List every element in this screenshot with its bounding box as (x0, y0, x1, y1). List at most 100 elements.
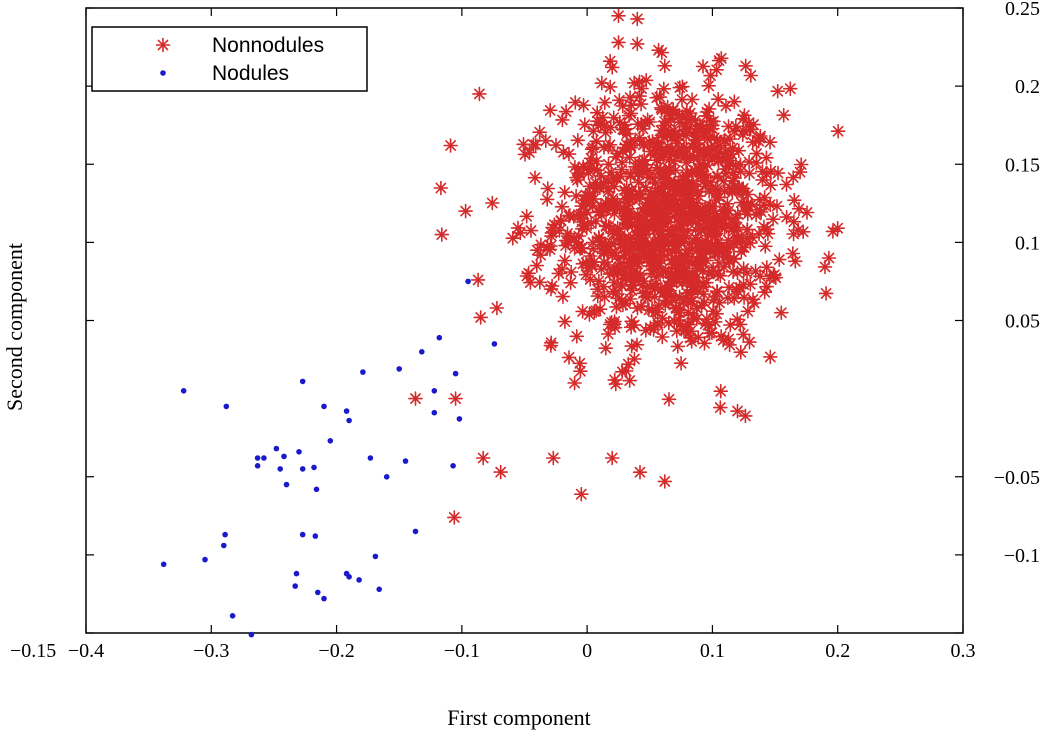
nonnodule-point (505, 230, 521, 246)
nonnodule-point (600, 257, 616, 273)
nonnodule-point (786, 192, 802, 208)
nonnodule-point (782, 81, 798, 96)
nodule-point (292, 583, 299, 589)
nonnodule-point (568, 188, 584, 204)
x-tick-label: 0 (582, 640, 592, 662)
nonnodule-point (722, 317, 738, 333)
nonnodule-point (637, 248, 652, 264)
nonnodule-point (642, 280, 658, 295)
nonnodule-point (533, 247, 548, 263)
nonnodule-point (632, 464, 648, 480)
nonnodule-point (634, 230, 650, 246)
x-tick-label: −0.3 (193, 640, 229, 662)
nodule-point (372, 553, 379, 560)
nonnodule-point (604, 450, 620, 466)
nonnodule-point (433, 180, 449, 196)
legend-label-nonnodules: Nonnodules (212, 34, 324, 57)
nonnodule-point (654, 127, 670, 143)
nonnodule-point (752, 268, 768, 284)
nonnodule-point (785, 170, 801, 185)
nonnodule-point (489, 300, 505, 316)
nodule-point (312, 533, 319, 539)
nonnodule-point (648, 275, 664, 291)
nonnodule-point (647, 304, 663, 320)
nonnodule-point (563, 275, 578, 291)
nonnodule-point (683, 330, 698, 346)
nonnodule-point (615, 98, 631, 114)
nonnodule-point (434, 227, 450, 242)
nonnodule-point (594, 75, 610, 91)
nonnodule-point (787, 254, 803, 269)
nonnodule-point (552, 223, 567, 238)
nonnodule-point (737, 108, 752, 123)
y-tick-label: 0.1 (1015, 232, 1040, 254)
nonnodule-point (650, 317, 666, 333)
nonnodule-point (569, 328, 585, 344)
nonnodule-point (742, 166, 757, 181)
nonnodule-point (771, 252, 787, 267)
nonnodule-point (655, 149, 671, 165)
nodule-point (281, 453, 287, 460)
nonnodule-point (713, 383, 729, 399)
nonnodule-point (646, 208, 661, 223)
nonnodule-point (707, 314, 723, 330)
nonnodule-point (717, 146, 733, 162)
nodule-point (315, 589, 321, 596)
nonnodule-point (654, 329, 670, 345)
nodule-point (261, 455, 267, 461)
nonnodule-point (726, 251, 742, 267)
nodule-point (343, 408, 350, 414)
nonnodule-point (529, 258, 545, 273)
nonnodule-point (443, 138, 458, 153)
nonnodule-point (705, 117, 720, 133)
x-tick-label: −0.4 (68, 640, 104, 662)
nodule-point (491, 341, 498, 347)
nodule-point (376, 586, 383, 593)
nonnodule-point (680, 316, 695, 332)
legend: Nonnodules Nodules (91, 26, 368, 92)
nodule-point (277, 466, 284, 472)
nonnodule-point (562, 208, 578, 223)
nodule-point (419, 349, 425, 355)
nonnodule-point (580, 188, 595, 204)
nonnodule-point (634, 116, 649, 132)
nonnodule-point (675, 203, 691, 219)
nonnodule-point (702, 198, 718, 214)
nodule-point (254, 455, 261, 461)
nonnodule-point (554, 199, 570, 215)
nonnodule-point (738, 408, 753, 424)
nonnodule-point (569, 234, 584, 250)
nonnodule-point (686, 310, 701, 326)
nonnodule-point (548, 137, 564, 153)
nonnodule-point (543, 338, 559, 353)
nodule-point (273, 445, 280, 452)
nonnodule-point (685, 269, 701, 284)
nonnodule-point (701, 101, 717, 117)
nonnodule-point (749, 155, 764, 171)
nonnodule-point (573, 206, 589, 222)
nodule-point (327, 438, 334, 444)
nonnodule-point (597, 95, 613, 110)
nonnodule-point (736, 327, 751, 342)
nonnodule-point (532, 124, 548, 140)
nonnodule-point (691, 188, 706, 204)
nonnodule-point (538, 133, 554, 149)
nodule-point (248, 631, 255, 638)
nonnodule-point (668, 300, 684, 315)
nonnodule-point (619, 180, 635, 196)
nodule-point (223, 403, 230, 410)
nonnodule-point (613, 169, 628, 184)
nonnodule-point (710, 91, 726, 107)
nodule-point (311, 464, 317, 471)
nonnodule-point (644, 217, 660, 232)
nonnodule-point (685, 282, 701, 298)
nonnodule-point (792, 164, 808, 180)
nodule-point (254, 463, 261, 469)
nodule-point (321, 403, 327, 410)
nonnodule-point (759, 150, 774, 166)
nonnodule-point (634, 154, 650, 169)
nonnodule-point (684, 92, 700, 107)
nonnodule-point (692, 258, 708, 273)
nonnodule-point (716, 173, 731, 189)
